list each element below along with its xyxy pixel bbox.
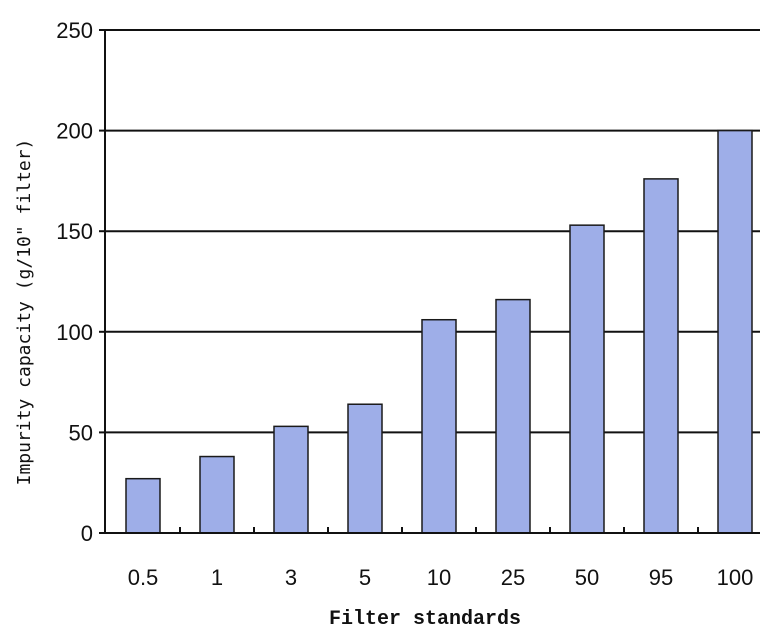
x-tick-label: 0.5 <box>128 565 159 590</box>
y-tick-label: 50 <box>69 420 93 445</box>
x-tick-label: 100 <box>717 565 754 590</box>
y-tick-label: 0 <box>81 521 93 546</box>
bar-10 <box>421 318 457 534</box>
x-tick-label: 95 <box>649 565 673 590</box>
y-tick-label: 100 <box>56 320 93 345</box>
x-tick-label: 3 <box>285 565 297 590</box>
axes <box>99 29 760 534</box>
x-axis-title: Filter standards <box>329 608 521 631</box>
y-axis-title: Impurity capacity (g/10" filter) <box>14 139 35 486</box>
y-tick-label: 250 <box>56 18 93 43</box>
bar-1 <box>199 455 235 534</box>
bar-5 <box>347 403 383 534</box>
x-tick-label: 1 <box>211 565 223 590</box>
bars <box>125 129 753 534</box>
bar-50 <box>569 224 605 534</box>
bar-3 <box>273 425 309 534</box>
x-tick-label: 50 <box>575 565 599 590</box>
x-tick-label: 10 <box>427 565 451 590</box>
x-tick-labels: 0.5 1 3 5 10 25 50 95 100 <box>128 565 754 590</box>
bar-100 <box>717 129 753 534</box>
bar-0.5 <box>125 477 161 534</box>
x-tick-label: 25 <box>501 565 525 590</box>
y-tick-label: 200 <box>56 119 93 144</box>
y-tick-labels: 0 50 100 150 200 250 <box>56 18 93 546</box>
y-tick-label: 150 <box>56 219 93 244</box>
bar-25 <box>495 298 531 534</box>
x-tick-label: 5 <box>359 565 371 590</box>
bar-95 <box>643 178 679 534</box>
